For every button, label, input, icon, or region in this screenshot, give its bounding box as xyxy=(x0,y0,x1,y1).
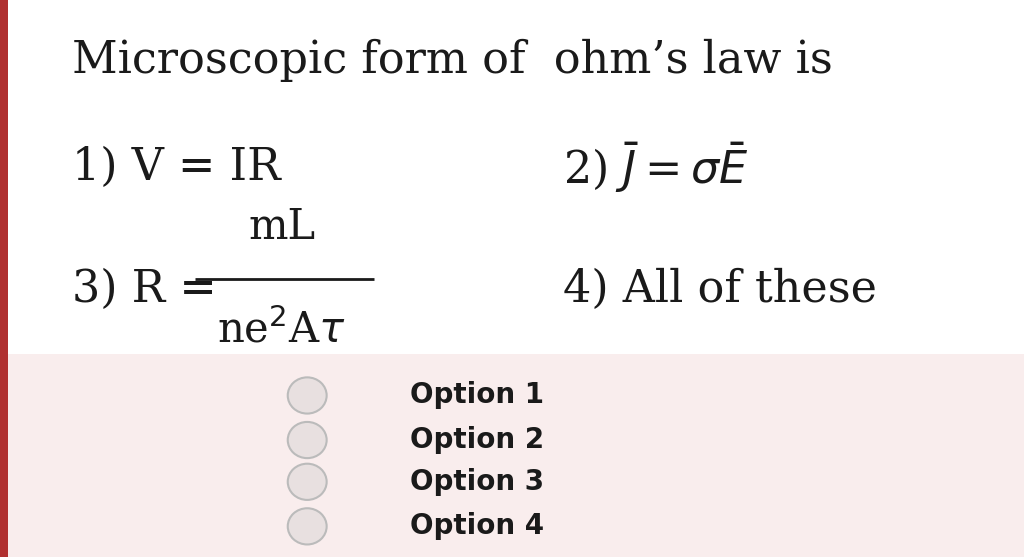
Text: mL: mL xyxy=(248,206,315,248)
Text: 3) R =: 3) R = xyxy=(72,268,216,311)
Bar xyxy=(0,0,8,557)
Text: ne$^2$A$\tau$: ne$^2$A$\tau$ xyxy=(217,309,346,351)
Text: Option 2: Option 2 xyxy=(410,426,544,454)
Ellipse shape xyxy=(288,463,327,500)
Ellipse shape xyxy=(288,508,327,545)
Ellipse shape xyxy=(288,378,327,413)
Text: Option 1: Option 1 xyxy=(410,382,544,409)
Text: Option 4: Option 4 xyxy=(410,512,544,540)
Text: 2) $\bar{J}=\sigma\bar{E}$: 2) $\bar{J}=\sigma\bar{E}$ xyxy=(563,140,749,194)
Ellipse shape xyxy=(288,422,327,458)
Text: 4) All of these: 4) All of these xyxy=(563,268,878,311)
Bar xyxy=(0,354,1024,557)
Bar xyxy=(0,0,1024,354)
Text: 1) V = IR: 1) V = IR xyxy=(72,145,281,189)
Text: Microscopic form of  ohm’s law is: Microscopic form of ohm’s law is xyxy=(72,39,833,82)
Text: Option 3: Option 3 xyxy=(410,468,544,496)
